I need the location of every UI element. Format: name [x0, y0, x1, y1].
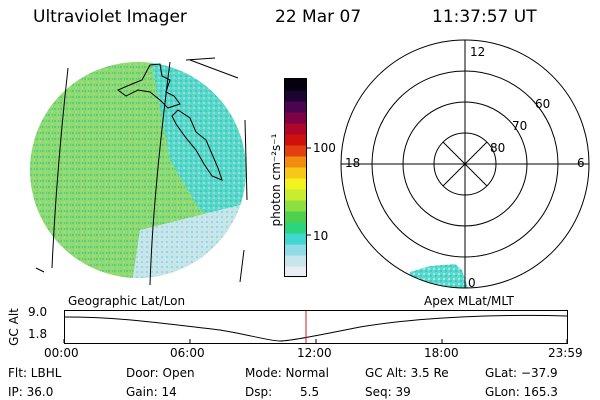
- colorbar-segment: [285, 145, 306, 157]
- colorbar-tick-10: 10: [313, 229, 329, 243]
- colorbar-segment: [285, 90, 306, 102]
- colorbar-segment: [285, 211, 306, 223]
- status-dsp-label: Dsp:: [245, 385, 273, 399]
- timeline-left-caption: Geographic Lat/Lon: [68, 294, 186, 308]
- status-seq: Seq: 39: [365, 385, 411, 399]
- polar-label-midnight: 0: [468, 276, 476, 290]
- timeline-x-tick-2359: 23:59: [548, 346, 583, 360]
- colorbar-segment: [285, 244, 306, 256]
- colorbar-segment: [285, 233, 306, 245]
- status-glat: GLat: −37.9: [485, 366, 558, 380]
- colorbar-segment: [285, 255, 306, 267]
- colorbar-segment: [285, 156, 306, 168]
- colorbar-segment: [285, 134, 306, 146]
- colorbar-segment: [285, 167, 306, 179]
- polar-label-lat80: 80: [490, 141, 506, 155]
- timeline-plot: [63, 310, 568, 344]
- status-gc-alt: GC Alt: 3.5 Re: [365, 366, 449, 380]
- status-filter: Flt: LBHL: [8, 366, 62, 380]
- timeline-x-tick-1200: 12:00: [297, 346, 332, 360]
- colorbar-segment: [285, 189, 306, 201]
- colorbar-segment: [285, 79, 306, 91]
- colorbar-tick-100: 100: [313, 141, 336, 155]
- status-ip: IP: 36.0: [8, 385, 54, 399]
- instrument-title: Ultraviolet Imager: [33, 7, 187, 27]
- timeline-x-tick-0600: 06:00: [170, 346, 205, 360]
- status-dsp-value: 5.5: [300, 385, 320, 399]
- colorbar-segment: [285, 101, 306, 113]
- status-gain: Gain: 14: [126, 385, 177, 399]
- polar-label-dawn: 6: [577, 156, 585, 170]
- date-label: 22 Mar 07: [275, 7, 362, 27]
- status-mode: Mode: Normal: [245, 366, 329, 380]
- time-label: 11:37:57 UT: [432, 7, 537, 27]
- colorbar-segment: [285, 112, 306, 124]
- polar-label-lat70: 70: [512, 119, 528, 133]
- colorbar-segment: [285, 266, 306, 278]
- colorbar-segment: [285, 200, 306, 212]
- timeline-x-tick-0000: 00:00: [44, 346, 79, 360]
- status-door: Door: Open: [126, 366, 195, 380]
- colorbar-segment: [285, 123, 306, 135]
- colorbar: [284, 78, 311, 278]
- timeline-right-caption: Apex MLat/MLT: [424, 294, 514, 308]
- polar-label-noon: 12: [470, 45, 486, 59]
- timeline-y-tick-top: 9.0: [28, 305, 48, 319]
- polar-label-dusk: 18: [345, 156, 361, 170]
- timeline-x-tick-1800: 18:00: [424, 346, 459, 360]
- colorbar-segment: [285, 222, 306, 234]
- colorbar-segment: [285, 178, 306, 190]
- polar-label-lat60: 60: [535, 97, 551, 111]
- status-glon: GLon: 165.3: [485, 385, 558, 399]
- timeline-y-tick-bottom: 1.8: [28, 327, 48, 341]
